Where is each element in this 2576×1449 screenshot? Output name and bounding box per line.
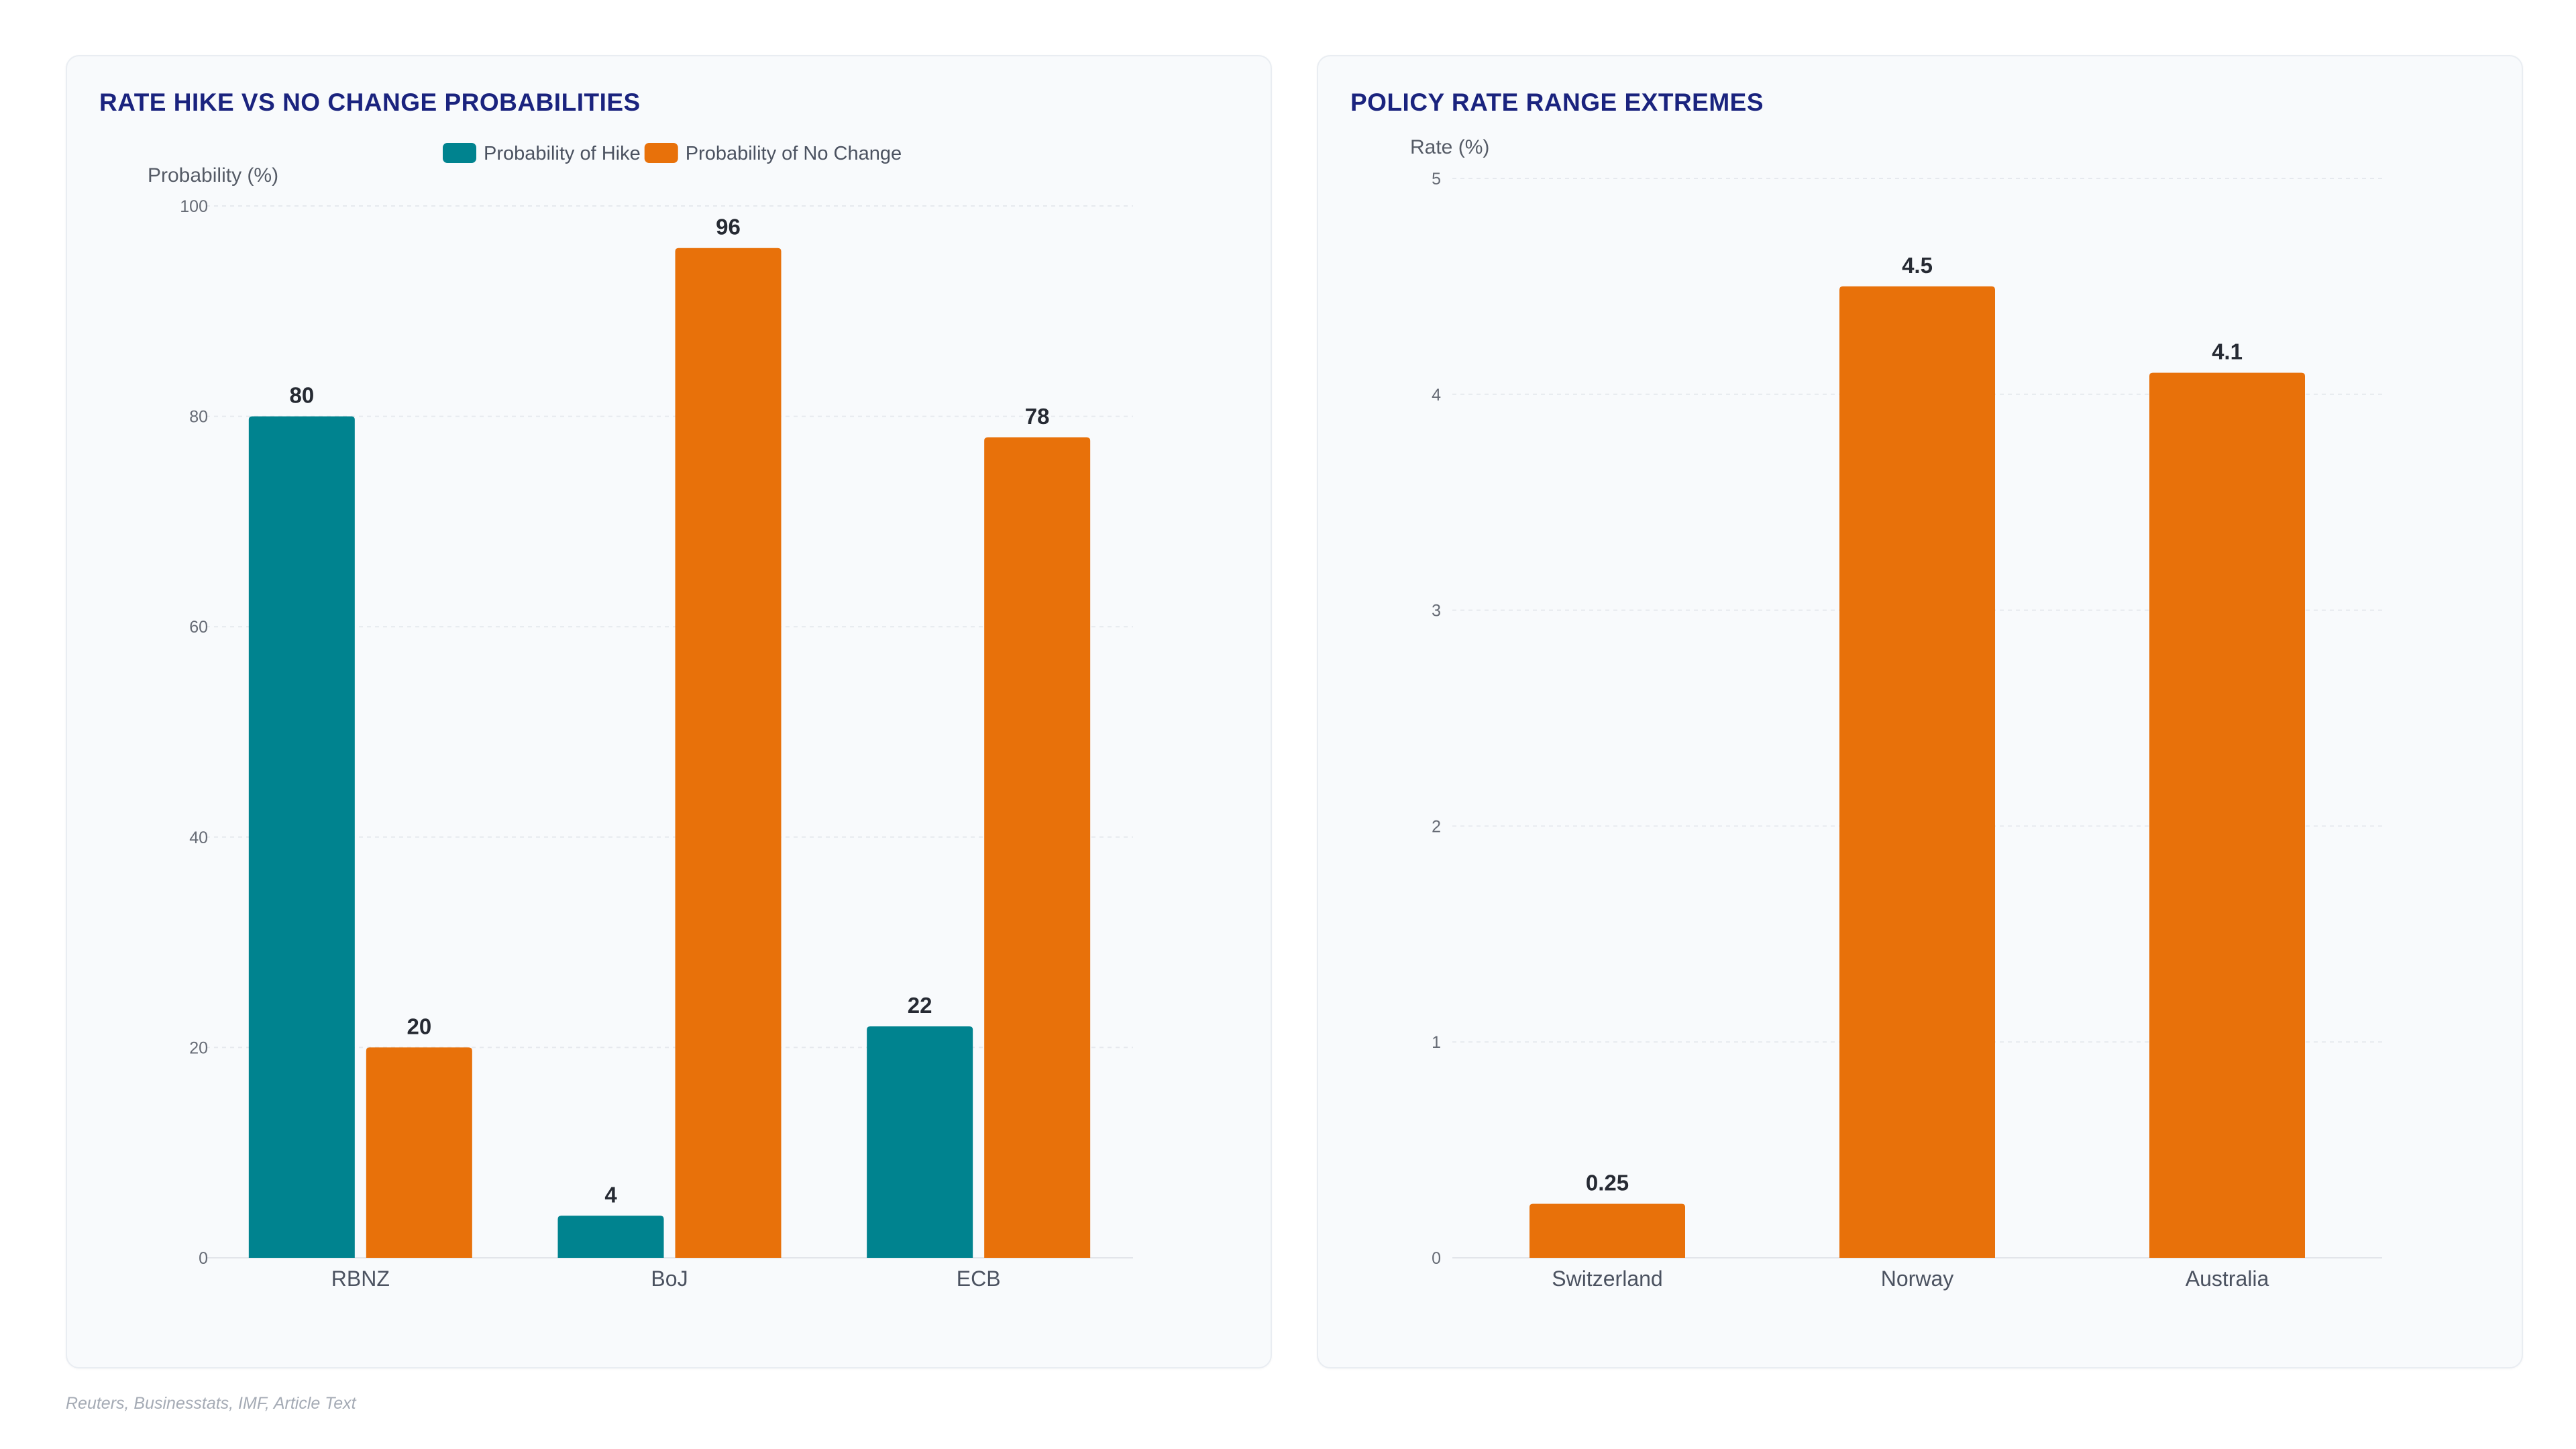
y-tick-label: 5	[1432, 170, 1441, 189]
data-label: 80	[289, 383, 314, 408]
legend-swatch	[644, 143, 678, 163]
bars	[1529, 286, 2305, 1258]
y-tick-label: 2	[1432, 817, 1441, 836]
legend-label: Probability of No Change	[686, 143, 902, 164]
labels: Rate (%) 0 1 2 3 4 5 0.25 Switzerland 4.5 Norway 4.…	[1410, 136, 2269, 1291]
x-category-label: RBNZ	[331, 1267, 390, 1291]
y-axis-title: Rate (%)	[1410, 136, 1489, 158]
hike-probability-card: RATE HIKE VS NO CHANGE PROBABILITIES Pro…	[66, 55, 1272, 1368]
y-tick-label: 20	[189, 1038, 208, 1057]
data-label: 20	[407, 1014, 431, 1038]
bar-switzerland-0	[1529, 1203, 1685, 1258]
y-tick-label: 4	[1432, 386, 1441, 405]
data-label: 4	[604, 1182, 617, 1207]
y-tick-label: 3	[1432, 602, 1441, 621]
y-tick-label: 100	[180, 197, 208, 216]
y-tick-label: 40	[189, 828, 208, 847]
bar-australia-0	[2149, 372, 2305, 1258]
y-axis-title: Probability (%)	[148, 164, 278, 186]
data-label: 78	[1025, 404, 1050, 429]
bar-ecb-0	[867, 1026, 973, 1258]
y-tick-label: 60	[189, 618, 208, 637]
policy-rate-chart: Rate (%) 0 1 2 3 4 5 0.25 Switzerland 4.5 Norway 4.…	[1410, 136, 2382, 1291]
y-tick-label: 1	[1432, 1033, 1441, 1052]
bar-rbnz-0	[248, 416, 355, 1258]
legend-swatch	[443, 143, 476, 163]
grid	[206, 205, 1133, 1258]
y-tick-label: 0	[1432, 1249, 1441, 1268]
data-label: 96	[716, 215, 741, 239]
chart-title: POLICY RATE RANGE EXTREMES	[1350, 89, 1764, 116]
data-label: 22	[908, 993, 932, 1018]
bar-norway-0	[1839, 286, 1995, 1258]
data-label: 4.5	[1902, 253, 1933, 278]
bars	[248, 248, 1091, 1258]
data-label: 0.25	[1586, 1171, 1629, 1195]
x-category-label: ECB	[957, 1267, 1001, 1291]
data-label: 4.1	[2212, 339, 2243, 364]
policy-rate-card: POLICY RATE RANGE EXTREMES Rate (%) 0 1 2 3 4…	[1317, 55, 2523, 1368]
x-category-label: Australia	[2186, 1267, 2269, 1291]
x-category-label: Switzerland	[1552, 1267, 1662, 1291]
legend-label: Probability of Hike	[484, 143, 641, 164]
bar-ecb-1	[984, 437, 1091, 1258]
labels: Probability (%) 0 20 40 60 80 100 80 20 RBNZ 4 96 Bo…	[148, 164, 1050, 1291]
y-tick-label: 0	[199, 1249, 208, 1268]
hike-probability-chart: Probability (%) 0 20 40 60 80 100 80 20 RBNZ 4 96 Bo…	[148, 143, 1133, 1291]
source-note: Reuters, Businesstats, IMF, Article Text	[66, 1394, 356, 1413]
bar-rbnz-1	[366, 1047, 472, 1258]
legend: Probability of Hike Probability of No Cha…	[443, 143, 902, 164]
y-tick-label: 80	[189, 408, 208, 427]
bar-boj-1	[675, 248, 782, 1258]
bar-boj-0	[557, 1216, 664, 1258]
x-category-label: BoJ	[651, 1267, 688, 1291]
x-category-label: Norway	[1881, 1267, 1953, 1291]
chart-title: RATE HIKE VS NO CHANGE PROBABILITIES	[99, 89, 641, 116]
